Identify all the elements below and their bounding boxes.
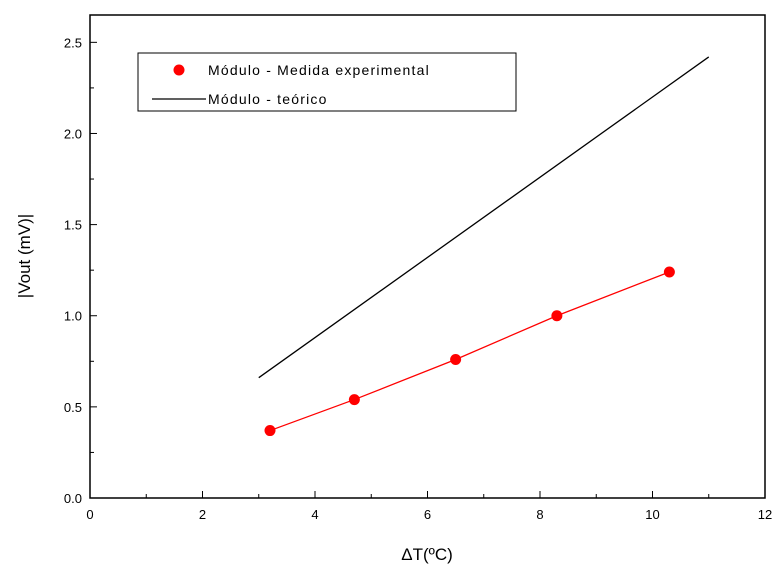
x-axis-ticks: 0 2 4 6 8 10 12 bbox=[86, 491, 772, 522]
y-tick-label: 2.0 bbox=[64, 126, 82, 141]
x-tick-label: 6 bbox=[424, 507, 431, 522]
y-tick-label: 0.0 bbox=[64, 491, 82, 506]
y-tick-label: 1.0 bbox=[64, 309, 82, 324]
y-axis-title: |Vout (mV)| bbox=[15, 214, 34, 298]
x-tick-label: 10 bbox=[645, 507, 659, 522]
legend-label-theoretical: Módulo - teórico bbox=[208, 91, 328, 107]
legend: Módulo - Medida experimental Módulo - te… bbox=[137, 52, 517, 112]
x-tick-label: 12 bbox=[758, 507, 772, 522]
legend-label-experimental: Módulo - Medida experimental bbox=[208, 62, 430, 78]
experimental-point bbox=[348, 394, 360, 406]
y-tick-label: 1.5 bbox=[64, 218, 82, 233]
experimental-line bbox=[269, 271, 670, 432]
y-tick-label: 2.5 bbox=[64, 35, 82, 50]
experimental-point bbox=[264, 425, 276, 437]
legend-marker-experimental bbox=[173, 64, 185, 76]
experimental-point bbox=[551, 310, 563, 322]
experimental-point bbox=[450, 353, 462, 365]
y-axis-ticks: 0.0 0.5 1.0 1.5 2.0 2.5 bbox=[64, 35, 97, 506]
x-tick-label: 8 bbox=[536, 507, 543, 522]
legend-box bbox=[137, 52, 517, 112]
theoretical-line bbox=[258, 56, 710, 379]
x-tick-label: 0 bbox=[86, 507, 93, 522]
y-tick-label: 0.5 bbox=[64, 400, 82, 415]
x-axis-title: ΔT(ºC) bbox=[401, 545, 453, 564]
experimental-point bbox=[663, 266, 675, 278]
x-tick-label: 4 bbox=[311, 507, 318, 522]
series-layer bbox=[258, 56, 710, 437]
x-tick-label: 2 bbox=[199, 507, 206, 522]
